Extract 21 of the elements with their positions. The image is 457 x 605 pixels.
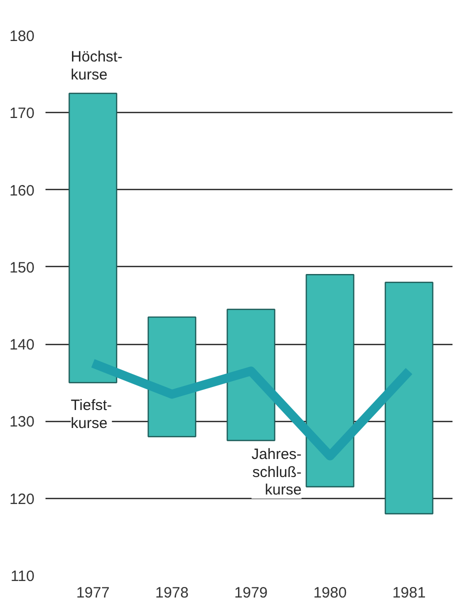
x-tick-label: 1979 <box>234 584 268 602</box>
y-tick-label: 130 <box>9 414 35 431</box>
bar <box>306 274 354 488</box>
x-tick-label: 1978 <box>155 584 189 602</box>
bar <box>68 92 118 384</box>
x-tick-label: 1977 <box>76 584 110 602</box>
y-tick-label: 180 <box>9 28 35 45</box>
y-tick-label: 150 <box>9 259 35 276</box>
y-tick-label: 140 <box>9 336 35 354</box>
bar <box>384 282 434 514</box>
y-tick-label: 120 <box>9 490 35 508</box>
x-tick-label: 1980 <box>313 584 347 602</box>
x-tick-label: 1981 <box>392 584 426 602</box>
y-tick-label: 170 <box>9 105 35 122</box>
y-tick-label: 110 <box>10 568 35 585</box>
bar <box>226 308 276 442</box>
y-tick-label: 160 <box>9 182 35 200</box>
annotation: Tiefst- kurse <box>70 397 112 432</box>
bar <box>148 316 196 438</box>
annotation: Jahres- schluß- kurse <box>252 446 302 499</box>
annotation: Höchst- kurse <box>70 48 122 84</box>
